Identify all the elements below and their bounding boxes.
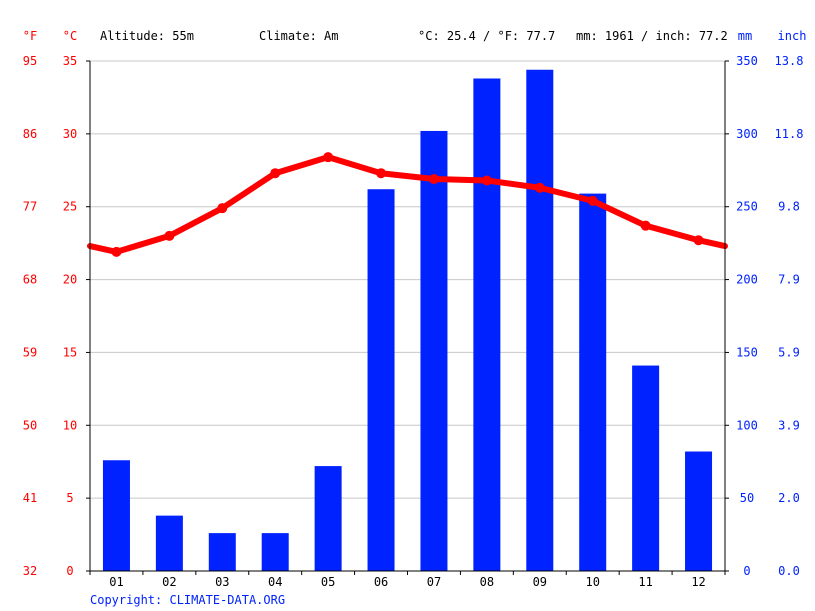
precip-bar-10: [579, 193, 607, 571]
temp-point-05: [323, 152, 334, 163]
inch-tick-label: 13.8: [775, 54, 804, 68]
temp-point-11: [640, 220, 651, 231]
mm-tick-label: 150: [736, 345, 758, 359]
month-tick-label: 08: [480, 575, 494, 589]
month-tick-label: 10: [585, 575, 599, 589]
climate-label: Climate: Am: [259, 29, 338, 43]
precip-bar-04: [261, 533, 289, 571]
copyright-footer: Copyright: CLIMATE-DATA.ORG: [90, 593, 285, 607]
celsius-tick-label: 30: [63, 127, 77, 141]
fahrenheit-tick-label: 86: [23, 127, 37, 141]
month-tick-label: 03: [215, 575, 229, 589]
fahrenheit-tick-label: 95: [23, 54, 37, 68]
temp-point-01: [111, 246, 122, 257]
inch-tick-label: 3.9: [778, 418, 800, 432]
fahrenheit-tick-label: 32: [23, 564, 37, 578]
temp-point-07: [428, 174, 439, 185]
celsius-tick-label: 5: [66, 491, 73, 505]
precip-bar-03: [208, 533, 236, 571]
celsius-tick-label: 25: [63, 200, 77, 214]
temp-point-02: [164, 230, 175, 241]
month-tick-label: 12: [691, 575, 705, 589]
month-tick-label: 04: [268, 575, 282, 589]
fahrenheit-tick-label: 50: [23, 418, 37, 432]
mm-unit-label: mm: [738, 29, 752, 43]
month-tick-label: 02: [162, 575, 176, 589]
precipitation-bars: [102, 69, 713, 571]
celsius-tick-label: 0: [66, 564, 73, 578]
grid-lines: [90, 60, 725, 499]
temperature-series-line: [87, 154, 728, 255]
fahrenheit-unit-label: °F: [23, 29, 37, 43]
precip-bar-12: [685, 451, 713, 571]
temp-point-09: [534, 182, 545, 193]
precipitation-summary: mm: 1961 / inch: 77.2: [576, 29, 728, 43]
axes: [86, 60, 729, 575]
inch-tick-label: 9.8: [778, 200, 800, 214]
celsius-unit-label: °C: [63, 29, 77, 43]
precip-bar-01: [102, 460, 130, 571]
fahrenheit-tick-label: 59: [23, 345, 37, 359]
fahrenheit-tick-label: 77: [23, 200, 37, 214]
precip-bar-09: [526, 69, 554, 571]
fahrenheit-tick-label: 68: [23, 273, 37, 287]
precip-bar-05: [314, 466, 342, 571]
inch-tick-label: 0.0: [778, 564, 800, 578]
mm-tick-label: 0: [743, 564, 750, 578]
inch-tick-label: 11.8: [775, 127, 804, 141]
celsius-tick-label: 15: [63, 345, 77, 359]
fahrenheit-tick-label: 41: [23, 491, 37, 505]
precip-bar-02: [155, 515, 183, 571]
inch-tick-label: 2.0: [778, 491, 800, 505]
precip-bar-06: [367, 189, 395, 571]
temperature-summary: °C: 25.4 / °F: 77.7: [418, 29, 555, 43]
temperature-line: [87, 152, 728, 257]
temp-point-10: [587, 195, 598, 206]
month-tick-label: 06: [374, 575, 388, 589]
temp-point-03: [217, 203, 228, 214]
inch-unit-label: inch: [778, 29, 807, 43]
precip-bar-11: [632, 365, 660, 571]
inch-tick-label: 5.9: [778, 345, 800, 359]
precip-bar-07: [420, 130, 448, 571]
month-tick-label: 07: [427, 575, 441, 589]
celsius-tick-label: 10: [63, 418, 77, 432]
month-tick-label: 05: [321, 575, 335, 589]
mm-tick-label: 200: [736, 273, 758, 287]
precip-bar-08: [473, 78, 501, 571]
mm-tick-label: 50: [740, 491, 754, 505]
temp-point-12: [693, 235, 704, 246]
mm-tick-label: 250: [736, 200, 758, 214]
mm-tick-label: 350: [736, 54, 758, 68]
celsius-tick-label: 20: [63, 273, 77, 287]
temp-point-08: [481, 175, 492, 186]
temp-point-06: [376, 168, 387, 179]
altitude-label: Altitude: 55m: [100, 29, 194, 43]
mm-tick-label: 100: [736, 418, 758, 432]
month-tick-label: 01: [109, 575, 123, 589]
inch-tick-label: 7.9: [778, 273, 800, 287]
mm-tick-label: 300: [736, 127, 758, 141]
temp-point-04: [270, 168, 281, 179]
month-tick-label: 11: [638, 575, 652, 589]
tick-labels: 32 0 0 0.0 41 5 50 2.0 50 10 100 3.9 59 15 150 5.9 68 20 2…: [23, 54, 804, 589]
month-tick-label: 09: [533, 575, 547, 589]
celsius-tick-label: 35: [63, 54, 77, 68]
